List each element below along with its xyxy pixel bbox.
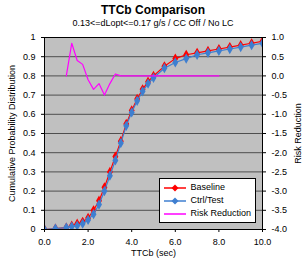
svg-text:-4.0: -4.0 <box>272 224 288 234</box>
svg-text:0.9: 0.9 <box>23 52 36 62</box>
html-text:Risk Reduction: Risk Reduction <box>190 208 251 218</box>
svg-text:-0.5: -0.5 <box>272 90 288 100</box>
html-text:Baseline: Baseline <box>190 182 225 192</box>
svg-text:0.7: 0.7 <box>23 90 36 100</box>
svg-text:-3.5: -3.5 <box>272 205 288 215</box>
svg-text:0.1: 0.1 <box>23 205 36 215</box>
svg-text:Cumulative Probability Distrib: Cumulative Probability Distribution <box>7 65 17 202</box>
svg-text:0.0: 0.0 <box>38 237 51 247</box>
html-text:Ctrl/Test: Ctrl/Test <box>190 195 224 205</box>
svg-text:6.0: 6.0 <box>169 237 182 247</box>
svg-text:1: 1 <box>30 32 35 42</box>
svg-text:2.0: 2.0 <box>82 237 95 247</box>
html-text:0.13<=dLopt<=0.17 g/s / CC Off: 0.13<=dLopt<=0.17 g/s / CC Off / No LC <box>72 18 234 28</box>
svg-text:0.8: 0.8 <box>23 71 36 81</box>
svg-text:0.6: 0.6 <box>23 109 36 119</box>
svg-text:-1.0: -1.0 <box>272 109 288 119</box>
svg-text:0.3: 0.3 <box>23 167 36 177</box>
svg-text:0.4: 0.4 <box>23 148 36 158</box>
svg-text:1.0: 1.0 <box>272 32 285 42</box>
svg-text:0: 0 <box>30 224 35 234</box>
svg-text:-2.5: -2.5 <box>272 167 288 177</box>
svg-text:8.0: 8.0 <box>213 237 226 247</box>
svg-text:4.0: 4.0 <box>125 237 138 247</box>
svg-text:0.5: 0.5 <box>23 128 36 138</box>
svg-text:0.2: 0.2 <box>23 186 36 196</box>
svg-text:-2.0: -2.0 <box>272 148 288 158</box>
svg-text:10.0: 10.0 <box>254 237 272 247</box>
svg-text:Risk Reduction: Risk Reduction <box>293 103 303 164</box>
svg-text:-3.0: -3.0 <box>272 186 288 196</box>
svg-text:-1.5: -1.5 <box>272 128 288 138</box>
svg-text:0.0: 0.0 <box>272 71 285 81</box>
svg-text:0.5: 0.5 <box>272 52 285 62</box>
html-text:TTCb Comparison: TTCb Comparison <box>101 3 205 17</box>
svg-text:TTCb (sec): TTCb (sec) <box>131 248 176 258</box>
